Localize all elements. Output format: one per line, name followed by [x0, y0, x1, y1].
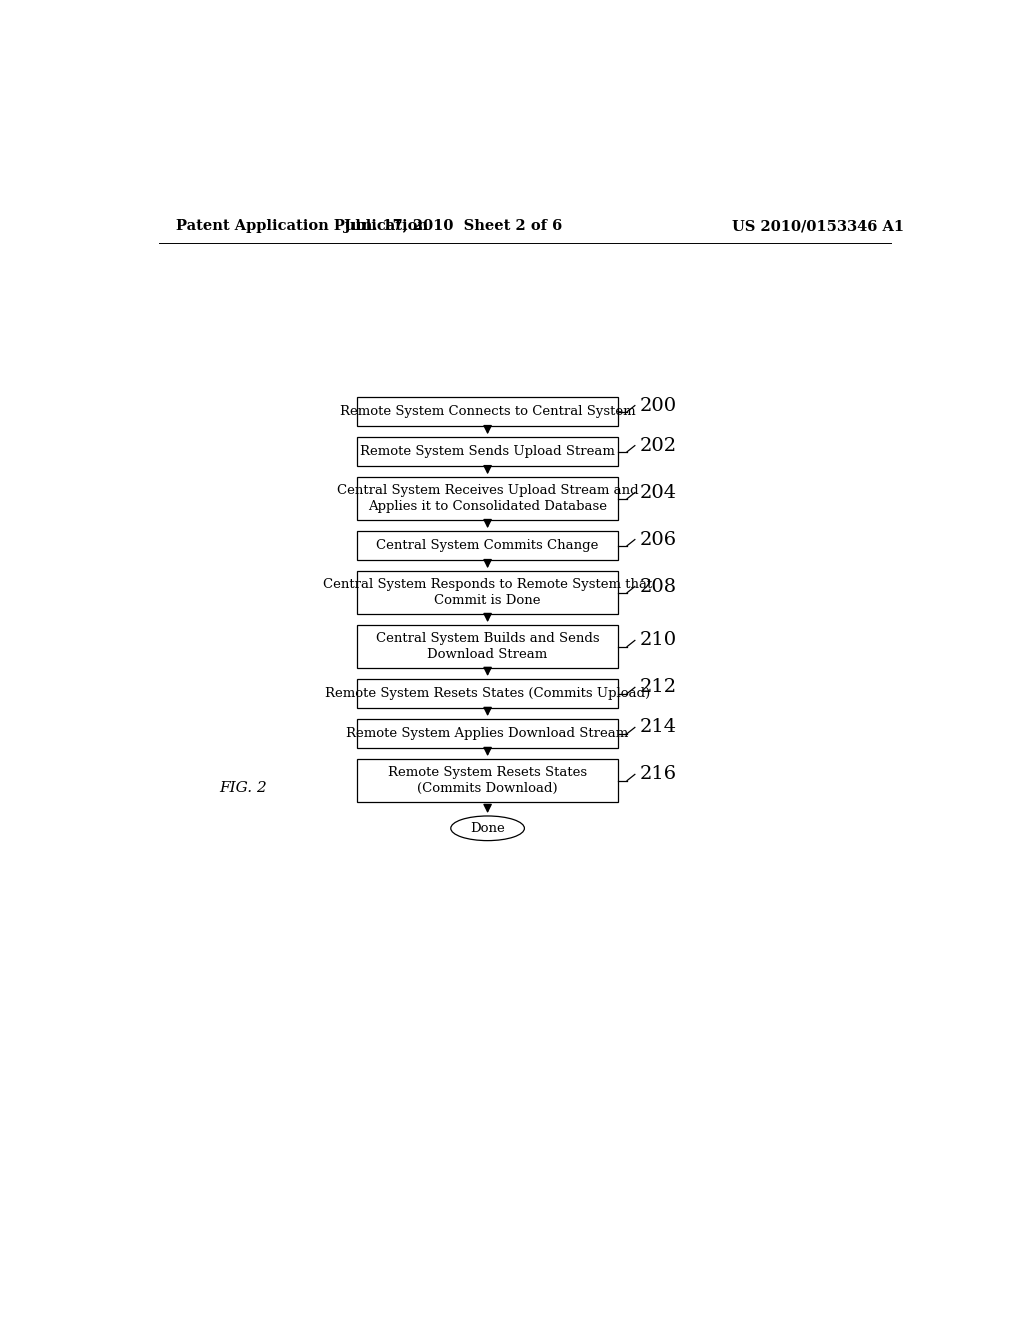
Text: Remote System Sends Upload Stream: Remote System Sends Upload Stream: [360, 445, 615, 458]
Text: 214: 214: [640, 718, 677, 737]
Text: Central System Receives Upload Stream and
Applies it to Consolidated Database: Central System Receives Upload Stream an…: [337, 484, 638, 513]
Text: 200: 200: [640, 396, 677, 414]
Text: US 2010/0153346 A1: US 2010/0153346 A1: [732, 219, 904, 234]
Text: Remote System Resets States
(Commits Download): Remote System Resets States (Commits Dow…: [388, 766, 587, 795]
Text: Jun. 17, 2010  Sheet 2 of 6: Jun. 17, 2010 Sheet 2 of 6: [344, 219, 562, 234]
Text: Central System Commits Change: Central System Commits Change: [377, 539, 599, 552]
Bar: [357, 531, 617, 561]
Bar: [357, 572, 617, 614]
Ellipse shape: [451, 816, 524, 841]
Text: Remote System Connects to Central System: Remote System Connects to Central System: [340, 405, 636, 418]
Text: 206: 206: [640, 531, 677, 549]
Text: 202: 202: [640, 437, 677, 454]
Text: 204: 204: [640, 483, 677, 502]
Text: 216: 216: [640, 766, 677, 783]
Text: Central System Responds to Remote System that
Commit is Done: Central System Responds to Remote System…: [323, 578, 652, 607]
Text: Remote System Applies Download Stream: Remote System Applies Download Stream: [346, 727, 629, 741]
Text: 208: 208: [640, 578, 677, 595]
Bar: [357, 678, 617, 708]
Text: 212: 212: [640, 678, 677, 697]
Text: FIG. 2: FIG. 2: [219, 781, 267, 795]
Bar: [357, 719, 617, 748]
Text: Remote System Resets States (Commits Upload): Remote System Resets States (Commits Upl…: [325, 686, 650, 700]
Bar: [357, 437, 617, 466]
Bar: [357, 478, 617, 520]
Text: Patent Application Publication: Patent Application Publication: [176, 219, 428, 234]
Bar: [357, 626, 617, 668]
Text: 210: 210: [640, 631, 677, 649]
Text: Done: Done: [470, 822, 505, 834]
Bar: [357, 759, 617, 803]
Bar: [357, 397, 617, 426]
Text: Central System Builds and Sends
Download Stream: Central System Builds and Sends Download…: [376, 632, 599, 661]
